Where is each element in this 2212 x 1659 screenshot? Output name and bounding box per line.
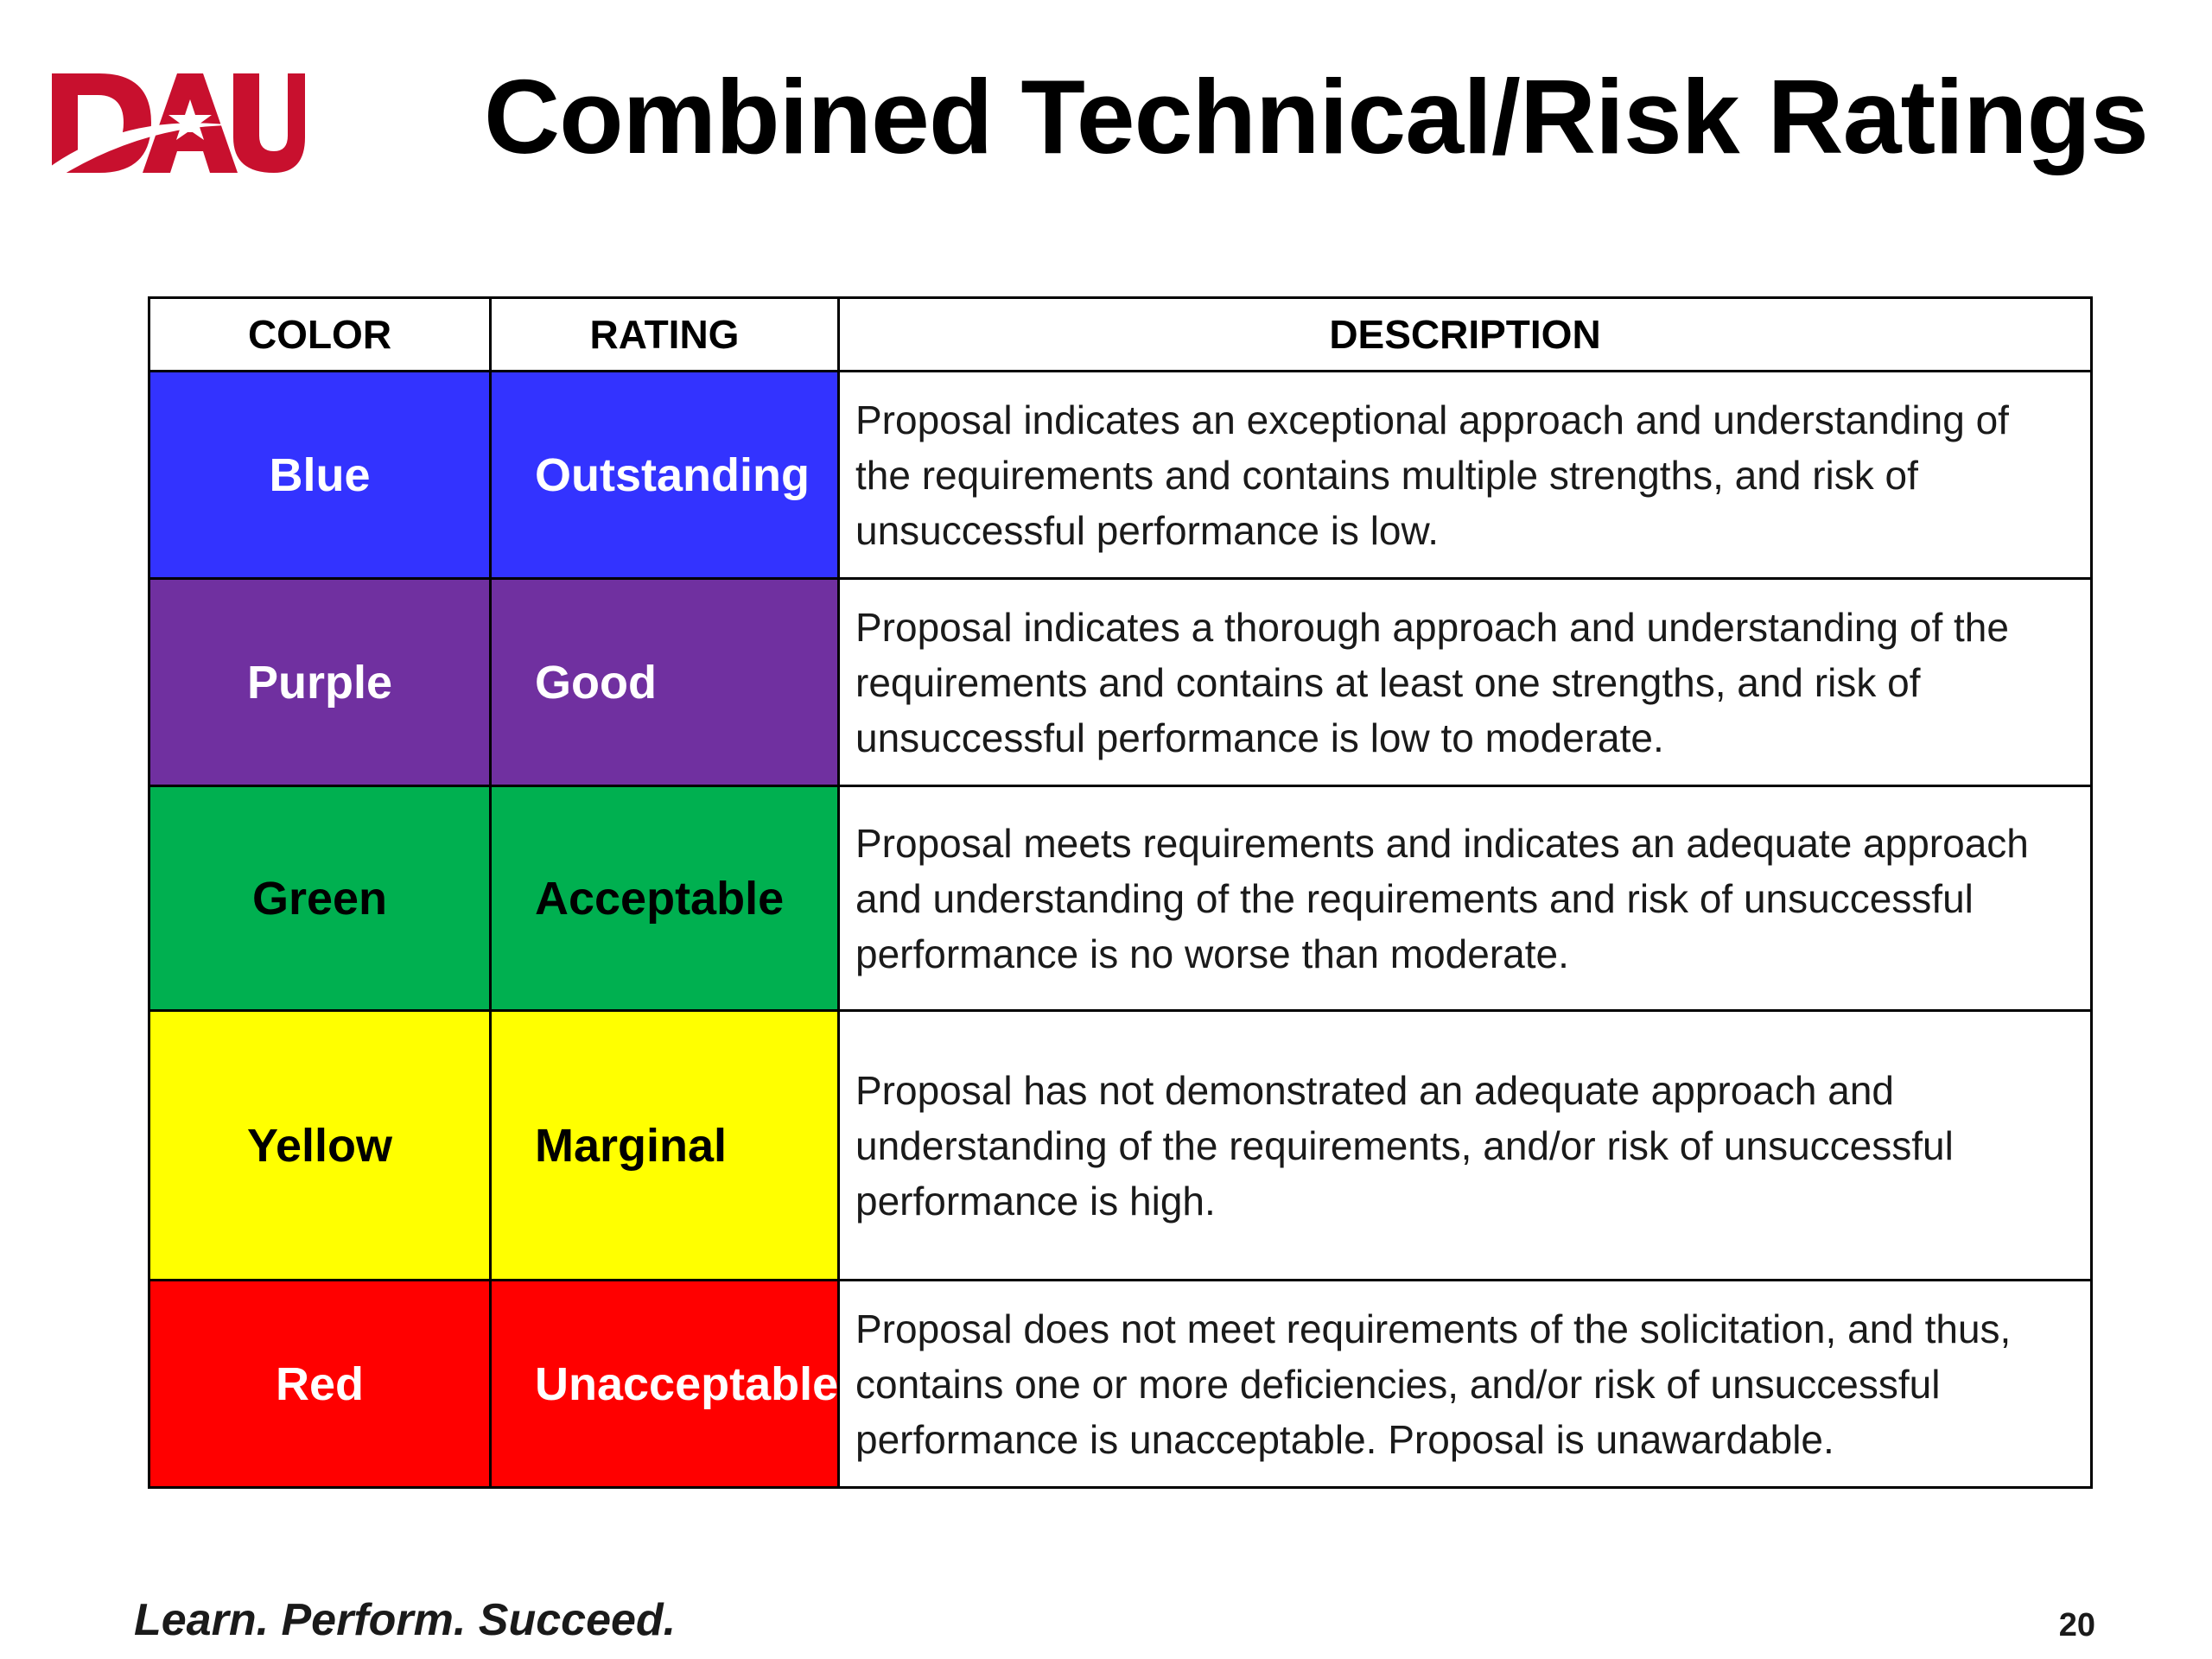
rating-cell: Marginal: [489, 1009, 840, 1281]
dau-logo: [48, 73, 305, 179]
table-row-yellow: Yellow Marginal Proposal has not demonst…: [148, 1009, 2093, 1281]
page-number: 20: [2058, 1607, 2095, 1643]
color-cell: Yellow: [148, 1009, 492, 1281]
color-cell: Green: [148, 785, 492, 1012]
rating-cell: Good: [489, 577, 840, 787]
column-header-color: COLOR: [148, 296, 492, 372]
table-header-row: COLOR RATING DESCRIPTION: [148, 296, 2093, 372]
table-row-green: Green Acceptable Proposal meets requirem…: [148, 785, 2093, 1012]
table-row-purple: Purple Good Proposal indicates a thoroug…: [148, 577, 2093, 787]
description-cell: Proposal does not meet requirements of t…: [837, 1279, 2093, 1489]
description-cell: Proposal indicates an exceptional approa…: [837, 370, 2093, 580]
table-row-red: Red Unacceptable Proposal does not meet …: [148, 1279, 2093, 1489]
rating-cell: Acceptable: [489, 785, 840, 1012]
description-cell: Proposal meets requirements and indicate…: [837, 785, 2093, 1012]
rating-cell: Unacceptable: [489, 1279, 840, 1489]
table-row-blue: Blue Outstanding Proposal indicates an e…: [148, 370, 2093, 580]
slide-title: Combined Technical/Risk Ratings: [484, 58, 2149, 175]
column-header-rating: RATING: [489, 296, 840, 372]
column-header-description: DESCRIPTION: [837, 296, 2093, 372]
description-cell: Proposal has not demonstrated an adequat…: [837, 1009, 2093, 1281]
color-cell: Purple: [148, 577, 492, 787]
color-cell: Blue: [148, 370, 492, 580]
footer-slogan: Learn. Perform. Succeed.: [134, 1595, 677, 1645]
ratings-table: COLOR RATING DESCRIPTION Blue Outstandin…: [148, 296, 2093, 1489]
color-cell: Red: [148, 1279, 492, 1489]
rating-cell: Outstanding: [489, 370, 840, 580]
description-cell: Proposal indicates a thorough approach a…: [837, 577, 2093, 787]
